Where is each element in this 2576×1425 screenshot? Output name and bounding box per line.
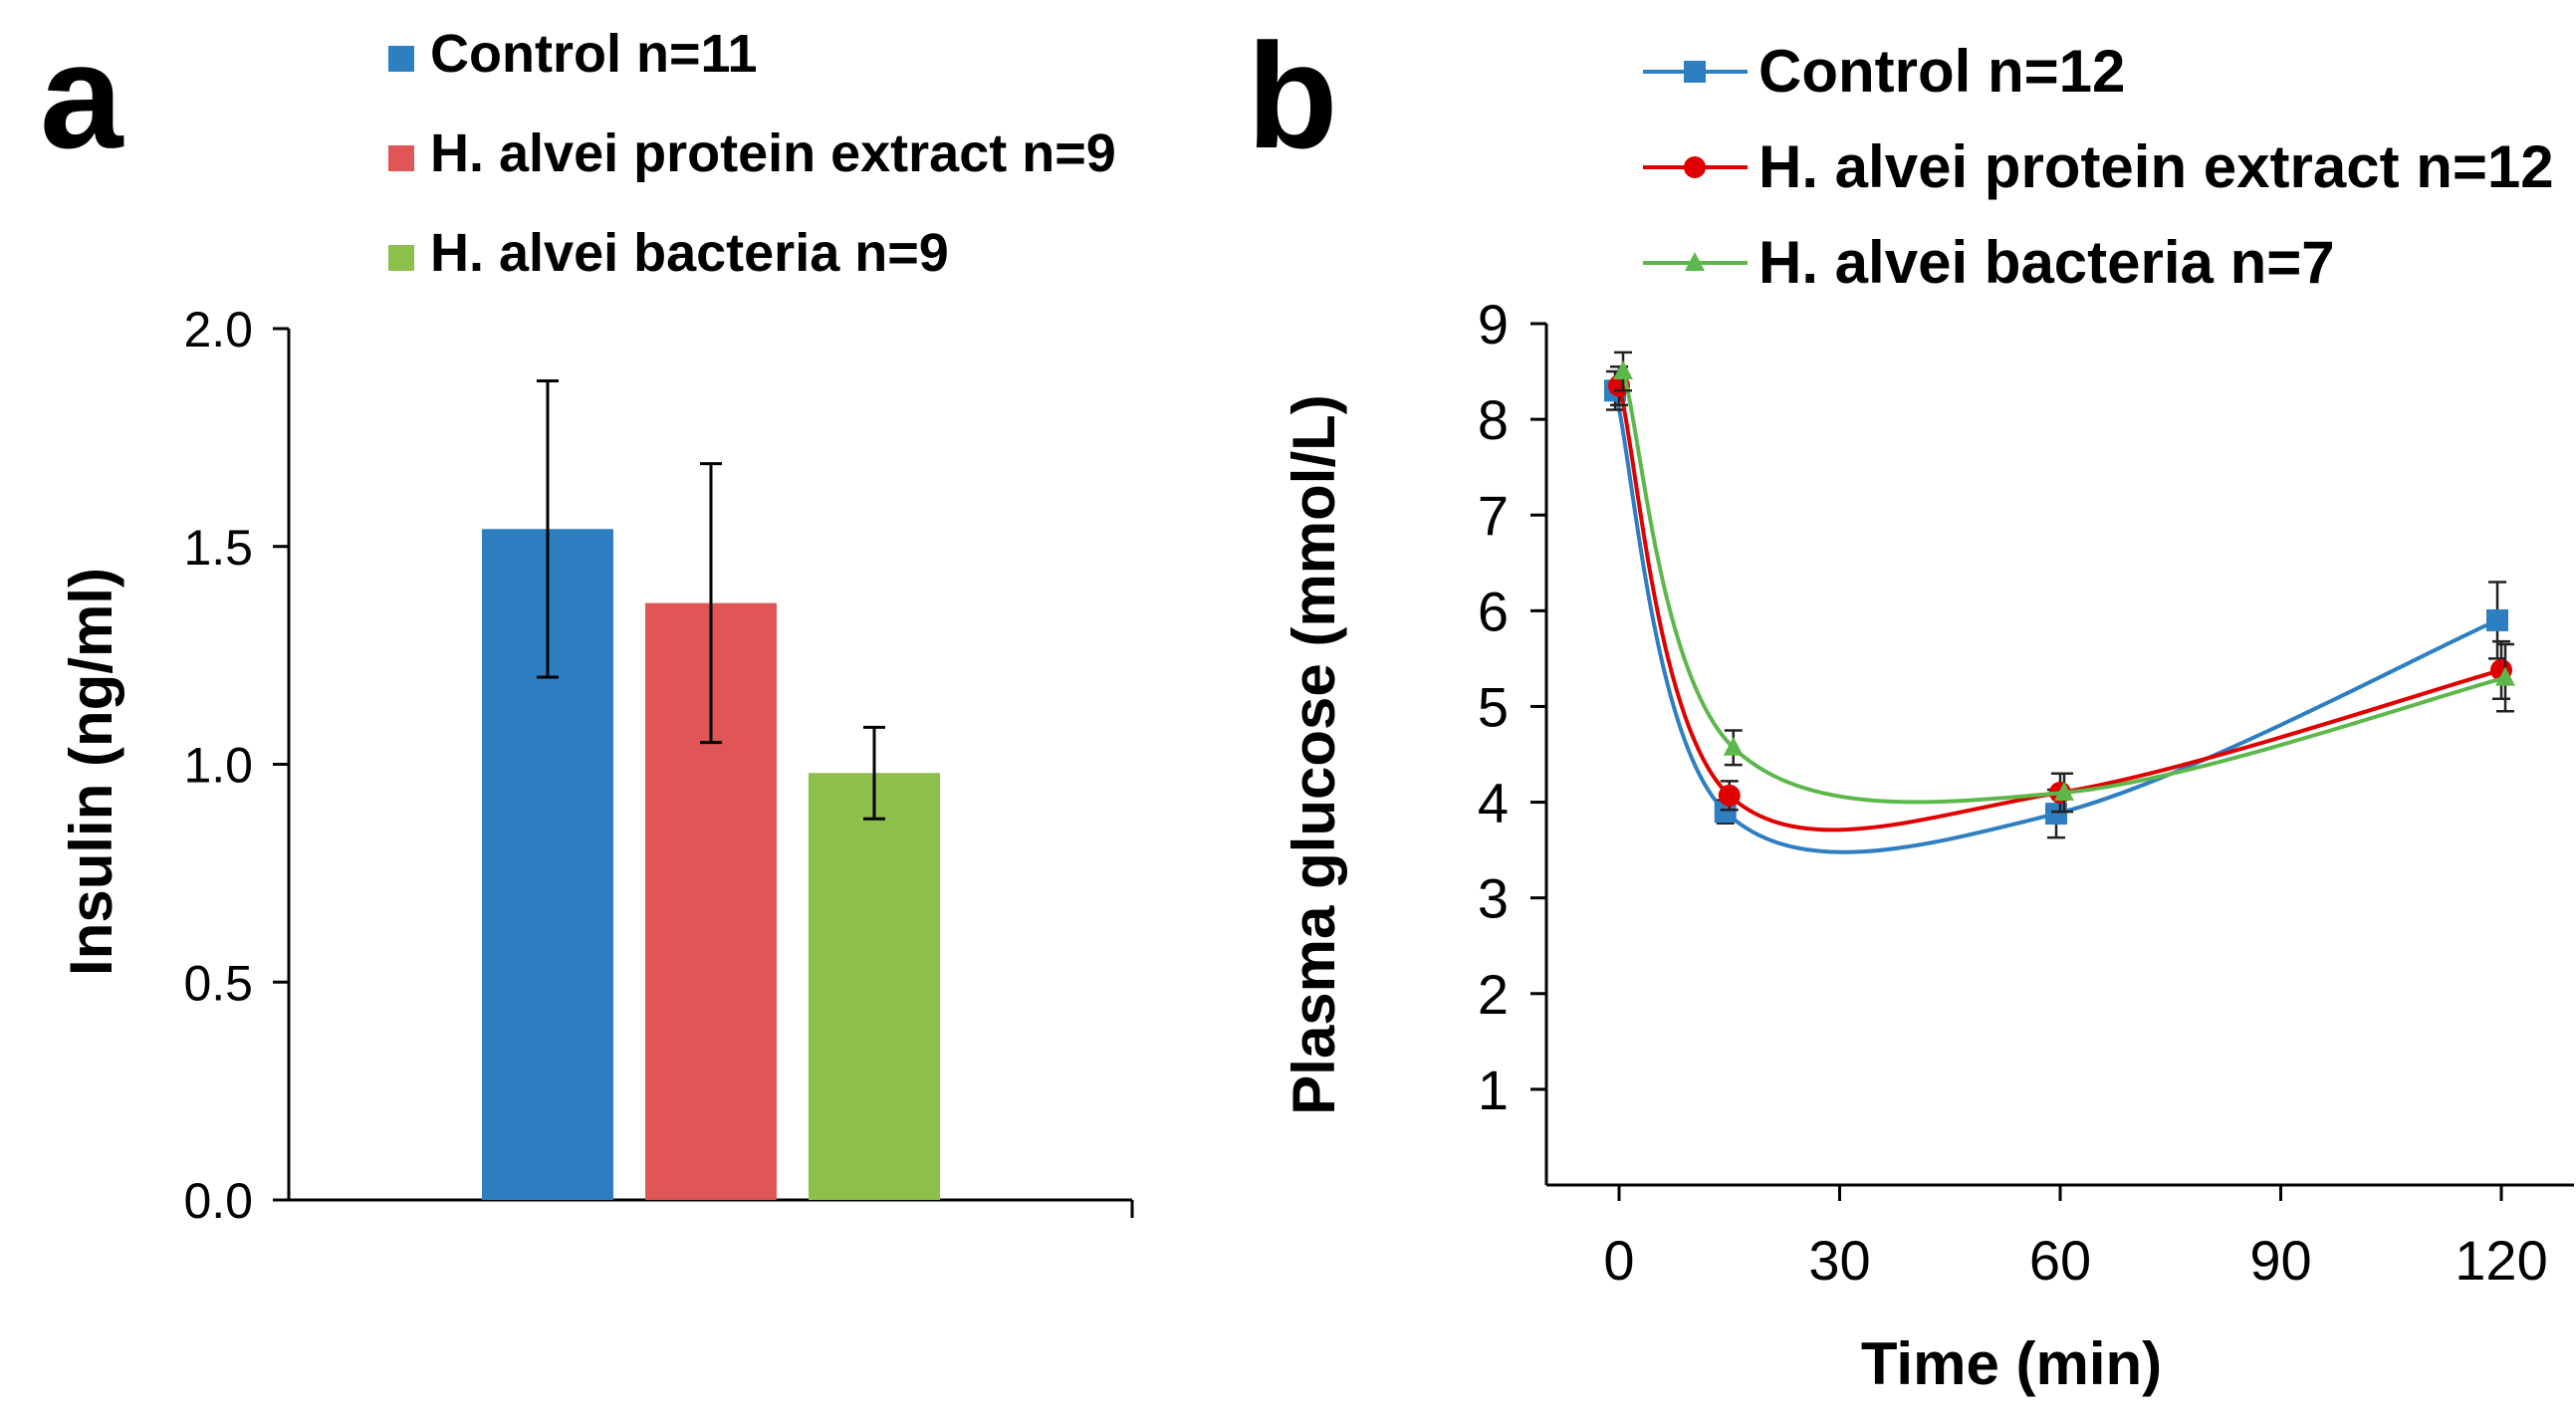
bar-h-alvei-bacteria-n-9	[809, 773, 940, 1200]
point-h-alvei-bacteria-n-7	[1723, 736, 1744, 756]
legend-swatch-control-n-11	[388, 46, 414, 72]
legend-swatch-h-alvei-protein-extract-n-9	[388, 145, 414, 171]
legend-marker-h-alvei-protein-extract-n-12	[1684, 156, 1706, 178]
panel-a-y-tick-label: 1.0	[183, 738, 253, 794]
panel-b-y-tick-label: 4	[1478, 772, 1509, 834]
panel-b-y-tick-label: 7	[1478, 484, 1509, 547]
panel-b: b Control n=12 H. alvei protein extract n…	[1247, 12, 2574, 1397]
point-h-alvei-protein-extract-n-12	[1718, 784, 1741, 807]
panel-b-x-tick-label: 30	[1808, 1229, 1870, 1292]
panel-a-y-tick-label: 0.0	[183, 1173, 253, 1229]
point-h-alvei-bacteria-n-7	[1613, 360, 1633, 380]
panel-a-y-tick-label: 2.0	[183, 302, 253, 357]
panel-b-y-tick-label: 5	[1478, 675, 1509, 738]
panel-a-y-tick-label: 1.5	[183, 520, 253, 576]
panel-a-label: a	[40, 12, 124, 179]
legend-swatch-h-alvei-bacteria-n-9	[388, 245, 414, 271]
panel-a-y-axis-title: Insulin (ng/ml)	[58, 568, 124, 976]
point-h-alvei-bacteria-n-7	[2495, 666, 2515, 686]
panel-b-y-tick-label: 1	[1478, 1059, 1509, 1121]
line-h-alvei-bacteria-n-7	[1621, 370, 2506, 805]
legend-label: Control n=11	[430, 24, 758, 84]
panel-b-legend: Control n=12 H. alvei protein extract n=1…	[1643, 38, 2554, 296]
panel-b-y-tick-label: 3	[1478, 867, 1509, 930]
panel-b-y-tick-label: 6	[1478, 580, 1509, 642]
panel-a-axes: 0.0 0.5 1.0 1.5 2.0	[183, 302, 1134, 1229]
point-control-n-12	[2486, 608, 2508, 631]
panel-b-x-axis-title: Time (min)	[1861, 1330, 2162, 1397]
panel-a-legend: Control n=11 H. alvei protein extract n=9…	[388, 24, 1116, 283]
panel-a-y-tick-label: 0.5	[183, 955, 253, 1011]
legend-label: H. alvei protein extract n=9	[430, 123, 1116, 183]
panel-b-y-axis-title: Plasma glucose (mmol/L)	[1281, 394, 1347, 1115]
panel-b-y-tick-label: 8	[1478, 388, 1509, 451]
panel-b-label: b	[1247, 12, 1338, 179]
line-h-alvei-protein-extract-n-12	[1617, 384, 2502, 832]
panel-b-x-tick-label: 120	[2455, 1229, 2547, 1292]
panel-b-x-tick-label: 90	[2249, 1229, 2311, 1292]
point-h-alvei-bacteria-n-7	[2054, 781, 2074, 801]
panel-a-bars	[482, 379, 940, 1200]
panel-a: a Control n=11 H. alvei protein extract n…	[40, 12, 1134, 1229]
panel-b-y-tick-label: 2	[1478, 963, 1509, 1026]
panel-b-x-tick-label: 60	[2029, 1229, 2091, 1292]
legend-label: Control n=12	[1758, 38, 2125, 105]
panel-b-series	[1604, 351, 2515, 854]
legend-marker-control-n-12	[1684, 61, 1706, 83]
legend-label: H. alvei bacteria n=7	[1758, 229, 2335, 296]
line-control-n-12	[1613, 389, 2498, 854]
panel-b-x-tick-label: 0	[1603, 1229, 1634, 1292]
legend-label: H. alvei protein extract n=12	[1758, 133, 2554, 200]
legend-marker-h-alvei-bacteria-n-7	[1685, 252, 1705, 271]
legend-label: H. alvei bacteria n=9	[430, 223, 949, 283]
panel-b-y-tick-label: 9	[1478, 293, 1509, 356]
point-control-n-12	[2045, 803, 2067, 826]
